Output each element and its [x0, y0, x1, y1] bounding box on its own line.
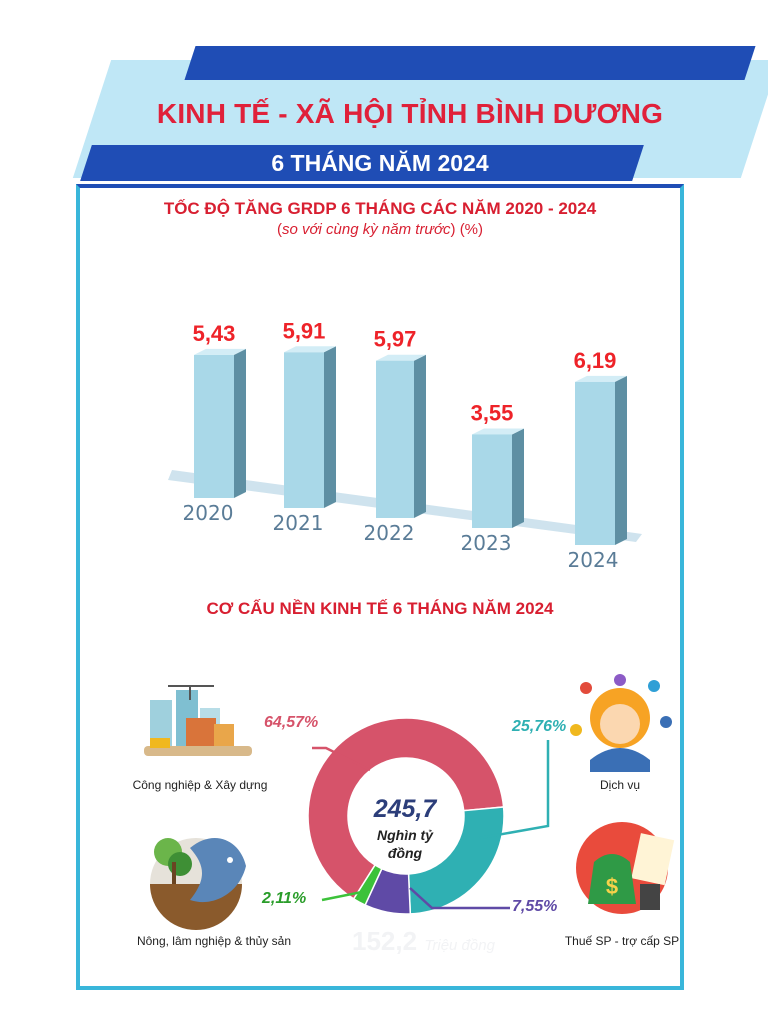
pie-center-unit-line2: đồng	[387, 845, 423, 861]
bar-value-label: 5,97	[374, 327, 417, 352]
slice-name-industry: Công nghiệp & Xây dựng	[132, 778, 268, 792]
bar-value-label: 6,19	[574, 348, 617, 373]
bar-2022	[376, 360, 414, 518]
bar-value-label: 3,55	[471, 400, 514, 425]
bar-category-label: 2023	[461, 531, 512, 555]
leader-line-service	[479, 740, 550, 840]
bar-chart-title: TỐC ĐỘ TĂNG GRDP 6 THÁNG CÁC NĂM 2020 - …	[163, 199, 597, 218]
bar-side-2023	[512, 428, 524, 528]
pie-center-unit-line1: Nghìn tỷ	[377, 827, 433, 843]
ghost-unit: Triệu đồng	[424, 937, 495, 954]
pie-center	[349, 759, 463, 873]
bar-side-2021	[324, 346, 336, 508]
bar-2021	[284, 352, 324, 508]
bar-2024	[575, 381, 615, 545]
tax-money-icon: $	[576, 822, 675, 914]
bar-value-label: 5,91	[283, 318, 326, 343]
leader-line-agri	[321, 879, 375, 902]
bar-top-2023	[472, 428, 524, 435]
bar-chart-subtitle-italic: so với cùng kỳ năm trước	[281, 221, 451, 238]
bar-2020	[194, 354, 234, 498]
pct-label-service: 25,76%	[512, 718, 567, 735]
bar-chart-unit: (%)	[459, 221, 484, 238]
bar-top-2021	[284, 346, 336, 353]
construction-icon	[144, 685, 252, 756]
slice-name-tax: Thuế SP - trợ cấp SP	[564, 934, 680, 948]
ghost-watermark: 152,2 Triệu đồng	[352, 926, 495, 957]
pct-label-agri: 2,11%	[262, 890, 307, 907]
page-subtitle: 6 THÁNG NĂM 2024	[271, 150, 489, 176]
bar-2023	[472, 434, 512, 528]
pie-center-unit: Nghìn tỷ đồng	[355, 826, 455, 862]
ghost-value: 152,2	[352, 926, 418, 956]
content-frame	[76, 184, 684, 990]
pie-chart-title: CƠ CẤU NỀN KINH TẾ 6 THÁNG NĂM 2024	[206, 599, 554, 618]
slice-name-service: Dịch vụ	[599, 778, 640, 792]
bar-chart-subtitle: (so với cùng kỳ năm trước) (%)	[276, 221, 484, 238]
bar-top-2022	[376, 354, 426, 361]
page-title: KINH TẾ - XÃ HỘI TỈNH BÌNH DƯƠNG	[156, 98, 664, 129]
pct-label-industry: 64,57%	[264, 714, 319, 731]
leader-line-tax	[409, 887, 510, 910]
bar-top-2020	[194, 348, 246, 355]
pct-label-tax: 7,55%	[512, 898, 558, 915]
bar-value-label: 5,43	[193, 321, 236, 346]
bar-category-label: 2022	[364, 521, 415, 545]
bar-side-2024	[615, 375, 627, 545]
bar-top-2024	[575, 375, 627, 382]
bar-side-2022	[414, 354, 426, 518]
bar-category-label: 2020	[183, 501, 234, 525]
bar-category-label: 2021	[273, 511, 324, 535]
pie-center-value: 245,7	[373, 795, 437, 823]
slice-name-agri: Nông, lâm nghiệp & thủy sản	[136, 934, 292, 948]
leader-line-industry	[312, 746, 371, 772]
bar-side-2020	[234, 348, 246, 498]
agriculture-fish-icon	[150, 837, 246, 930]
service-woman-icon	[570, 674, 672, 772]
bar-category-label: 2024	[568, 548, 619, 572]
pie-slice-1	[407, 806, 505, 915]
svg-text:$: $	[606, 874, 618, 899]
